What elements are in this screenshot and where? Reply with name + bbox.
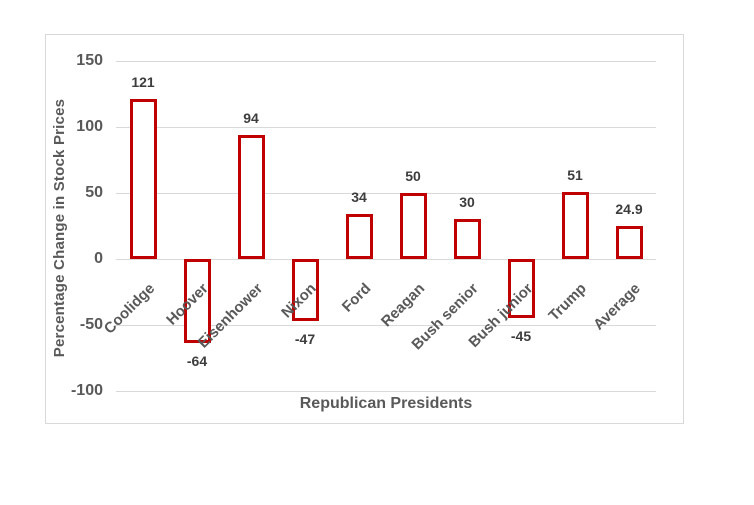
bar-eisenhower [237,134,265,259]
value-label-average: 24.9 [615,201,643,218]
bar-nixon [291,259,319,322]
bar-coolidge [129,99,157,259]
value-label-trump: 51 [567,166,583,183]
bar-hoover [183,259,211,344]
category-label-average: Average [590,280,645,334]
value-label-eisenhower: 94 [243,109,259,126]
bar-bush-junior [507,259,535,319]
category-label-trump: Trump [545,280,591,325]
category-label-coolidge: Coolidge [100,280,159,338]
y-tick-label--100: -100 [70,382,103,399]
bar-bush-senior [453,219,481,259]
value-label-nixon: -47 [294,331,316,348]
value-label-coolidge: 121 [131,74,155,91]
gridline-y-150 [116,61,656,62]
gridline-y--50 [116,325,656,326]
value-label-hoover: -64 [186,353,208,370]
y-tick-label-100: 100 [76,118,103,135]
bar-average [615,226,643,259]
bar-ford [345,214,373,259]
y-tick-label-0: 0 [94,250,103,267]
x-axis-title: Republican Presidents [299,395,473,412]
gridline-y--100 [116,391,656,392]
gridline-y-100 [116,127,656,128]
category-label-ford: Ford [338,280,375,316]
gridline-y-50 [116,193,656,194]
value-label-reagan: 50 [405,168,421,184]
value-label-ford: 34 [351,189,367,206]
bar-reagan [399,193,427,259]
value-label-bush-junior: -45 [510,328,532,345]
y-tick-label-150: 150 [76,52,103,69]
gridline-y-0 [116,259,656,260]
chart-card: 150 100 50 0 -50 -100 121 -64 94 -47 34 50 30 -45 51 2… [45,34,684,424]
value-label-bush-senior: 30 [459,194,475,211]
bar-trump [561,191,589,259]
y-axis-title: Percentage Change in Stock Prices [51,98,68,358]
category-label-reagan: Reagan [377,280,429,331]
y-tick-label--50: -50 [79,316,103,333]
y-tick-label-50: 50 [85,184,103,201]
